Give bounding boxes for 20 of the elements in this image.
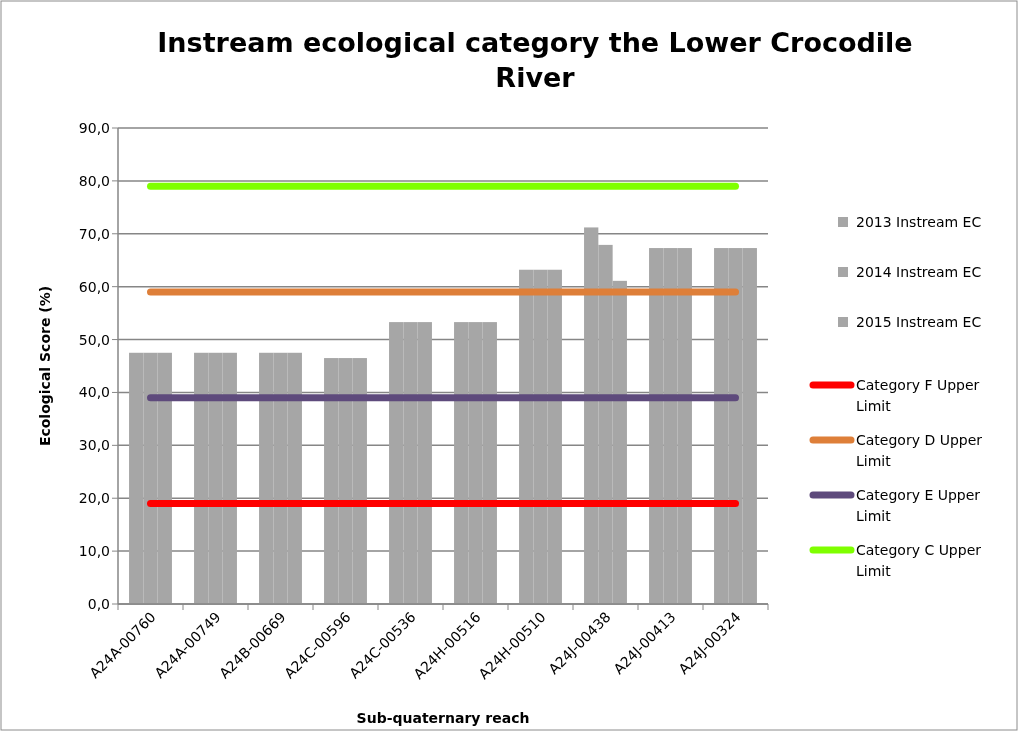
y-tick-label: 10,0 [78,543,110,560]
legend-label: 2015 Instream EC [856,314,982,330]
y-tick-label: 20,0 [78,490,110,507]
legend-label: Category D Upper Limit [856,432,983,469]
y-axis-title: Ecological Score (%) [37,285,53,447]
y-tick-label: 90,0 [78,120,110,136]
y-tick-label: 60,0 [78,278,110,295]
y-tick-label: 70,0 [78,225,110,242]
y-tick-label: 30,0 [78,437,110,454]
y-tick-label: 80,0 [78,172,110,189]
y-tick-label: 0,0 [87,596,110,612]
y-tick-label: 50,0 [78,331,110,348]
legend-label: Category C Upper Limit [856,542,982,579]
y-tick-label: 40,0 [78,384,110,401]
legend-label: Category F Upper Limit [856,377,980,414]
x-axis-title: Sub-quaternary reach [356,710,530,726]
legend-label: 2014 Instream EC [856,264,982,280]
legend-label: 2013 Instream EC [856,214,982,230]
chart-title: Instream ecological category the Lower Crocodile River [157,27,913,93]
legend-label: Category E Upper Limit [856,487,981,524]
